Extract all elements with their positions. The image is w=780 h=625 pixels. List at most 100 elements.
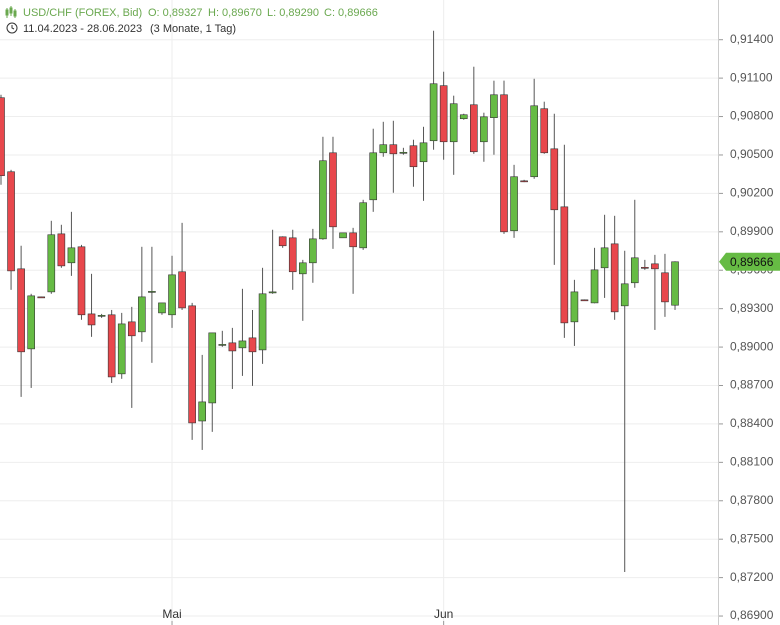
candle-body xyxy=(500,94,508,233)
y-tick-label: 0,87800 xyxy=(730,493,774,507)
candle-body xyxy=(87,313,96,326)
date-range: 11.04.2023 - 28.06.2023 xyxy=(23,23,142,35)
y-tick-label: 0,88100 xyxy=(730,455,774,469)
y-tick-label: 0,86900 xyxy=(730,608,774,622)
current-price-tag xyxy=(719,252,780,271)
candle-body xyxy=(671,261,679,306)
candle-body xyxy=(148,291,156,293)
candle-body xyxy=(67,247,76,264)
candle-body xyxy=(449,103,458,143)
candle-body xyxy=(490,94,498,118)
y-tick-label: 0,90800 xyxy=(730,109,774,123)
candle-body xyxy=(661,272,669,303)
ohlc-label: O: 0,89327 xyxy=(148,7,202,19)
candle-body xyxy=(369,152,378,201)
candle-body xyxy=(309,238,317,264)
y-tick-label: 0,87200 xyxy=(730,570,774,584)
y-tick-label: 0,89900 xyxy=(730,224,774,238)
y-tick-label: 0,90500 xyxy=(730,147,774,161)
candle-body xyxy=(258,293,267,351)
y-tick-label: 0,91100 xyxy=(730,70,773,84)
candle-body xyxy=(379,144,388,154)
chart-title: USD/CHF (FOREX, Bid) xyxy=(23,7,142,19)
header: USD/CHF (FOREX, Bid) O: 0,89327 H: 0,896… xyxy=(5,6,378,35)
candle-body xyxy=(550,148,559,211)
candle-body xyxy=(278,236,287,247)
candle-body xyxy=(97,315,106,317)
clock-icon xyxy=(6,22,18,34)
candle-body xyxy=(570,291,579,323)
labels: 0,91400 0,91100 0,90800 0,90500 0,90200 0,899… xyxy=(162,32,780,622)
candle-body xyxy=(127,321,136,337)
candle-body xyxy=(409,145,418,168)
candle-body xyxy=(470,104,478,153)
candle-body xyxy=(27,295,35,350)
candle-body xyxy=(198,401,206,422)
ohlc-label: H: 0,89670 xyxy=(208,7,262,19)
candle-body xyxy=(268,291,277,294)
candle-body xyxy=(339,232,347,239)
candle-body xyxy=(158,302,166,314)
y-tick-label: 0,91400 xyxy=(730,32,774,46)
candles xyxy=(0,30,679,572)
ohlc-label: L: 0,89290 xyxy=(267,7,319,19)
current-price-label: 0,89666 xyxy=(730,255,774,269)
y-tick-label: 0,88700 xyxy=(730,378,774,392)
candle-body xyxy=(641,266,649,269)
candle-body xyxy=(188,305,196,424)
candle-body xyxy=(560,206,569,324)
period: (3 Monate, 1 Tag) xyxy=(150,23,236,35)
chart-icon xyxy=(5,6,17,18)
x-tick-label: Mai xyxy=(162,607,181,621)
y-tick-label: 0,89000 xyxy=(730,339,774,353)
candle-body xyxy=(319,160,327,240)
x-tick-label: Jun xyxy=(434,607,453,621)
candle-body xyxy=(288,237,297,273)
candle-body xyxy=(651,263,659,270)
candle-body xyxy=(37,296,46,299)
candle-body xyxy=(17,268,25,353)
candle-body xyxy=(138,296,146,333)
y-tick-label: 0,87500 xyxy=(730,531,774,545)
candle-body xyxy=(329,152,337,228)
candle-body xyxy=(359,202,367,249)
candle-body xyxy=(349,232,357,248)
y-tick-label: 0,88400 xyxy=(730,416,774,430)
candle-body xyxy=(510,176,518,232)
candle-body xyxy=(399,151,408,154)
candle-body xyxy=(520,180,528,183)
candle-body xyxy=(228,342,237,352)
candle-body xyxy=(590,269,599,304)
candle-body xyxy=(47,234,56,293)
candle-body xyxy=(218,344,227,346)
candle-body xyxy=(459,114,468,120)
candle-body xyxy=(419,142,428,163)
candle-body xyxy=(610,243,619,313)
candle-body xyxy=(298,262,307,275)
candle-body xyxy=(57,233,66,267)
candle-body xyxy=(540,108,549,154)
candle-body xyxy=(429,83,438,142)
candle-body xyxy=(208,332,217,404)
candle-body xyxy=(439,85,448,143)
candle-body xyxy=(178,271,186,309)
ohlc-label: C: 0,89666 xyxy=(324,7,378,19)
candle-body xyxy=(389,144,398,155)
candle-body xyxy=(620,283,629,307)
candle-body xyxy=(117,323,126,375)
candle-body xyxy=(168,274,176,316)
candle-body xyxy=(238,340,247,349)
y-tick-label: 0,90200 xyxy=(730,186,774,200)
candle-body xyxy=(107,314,116,378)
candle-body xyxy=(530,105,538,178)
candle-body xyxy=(480,116,488,143)
y-tick-label: 0,89300 xyxy=(730,301,774,315)
candle-body xyxy=(0,97,5,177)
candle-body xyxy=(600,247,609,269)
candle-body xyxy=(7,171,15,272)
candle-body xyxy=(580,299,589,302)
candle-body xyxy=(77,246,86,316)
candle-body xyxy=(248,337,257,353)
